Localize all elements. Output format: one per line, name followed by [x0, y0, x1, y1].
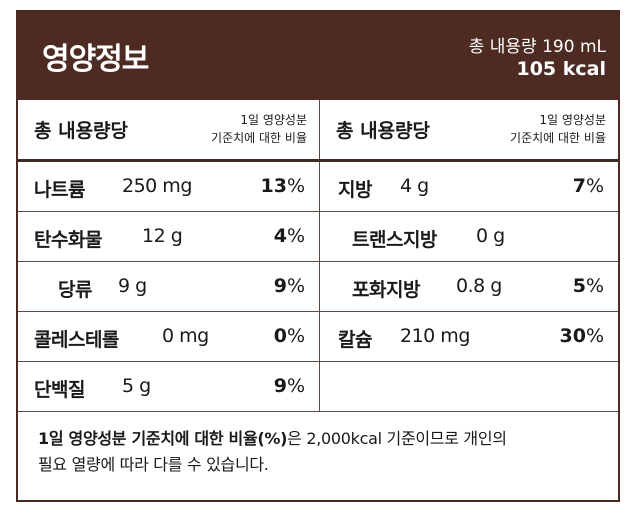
calcium-cell: 칼슘 210 mg 30%: [320, 312, 618, 361]
table-row: 탄수화물 12 g 4% 트랜스지방 0 g: [18, 212, 618, 262]
footnote-line2: 필요 열량에 따라 다를 수 있습니다.: [38, 455, 269, 474]
nutrition-facts-panel: 영양정보 총 내용량 190 mL 105 kcal 총 내용량당 1일 영양성…: [16, 10, 620, 502]
empty-cell: [320, 362, 618, 411]
fat-percent: 7%: [572, 175, 604, 197]
cholesterol-amount: 0 mg: [162, 325, 209, 347]
sat-fat-percent: 5%: [572, 275, 604, 297]
sugars-cell: 당류 9 g 9%: [18, 262, 320, 311]
table-row: 당류 9 g 9% 포화지방 0.8 g 5%: [18, 262, 618, 312]
protein-cell: 단백질 5 g 9%: [18, 362, 320, 411]
head-label-left: 총 내용량당: [34, 120, 129, 142]
protein-percent: 9%: [273, 375, 305, 397]
fat-cell: 지방 4 g 7%: [320, 162, 618, 211]
carbs-name: 탄수화물: [34, 229, 102, 251]
cholesterol-cell: 콜레스테롤 0 mg 0%: [18, 312, 320, 361]
sodium-name: 나트륨: [34, 179, 85, 201]
nutrition-title: 영양정보: [42, 42, 149, 77]
table-row: 콜레스테롤 0 mg 0% 칼슘 210 mg 30%: [18, 312, 618, 362]
sugars-percent: 9%: [273, 275, 305, 297]
protein-amount: 5 g: [122, 375, 151, 397]
cholesterol-percent: 0%: [273, 325, 305, 347]
fat-name: 지방: [338, 179, 372, 201]
table-head-row: 총 내용량당 1일 영양성분 기준치에 대한 비율 총 내용량당 1일 영양성분…: [18, 100, 618, 162]
head-note-left-line1: 1일 영양성분: [240, 113, 307, 127]
sodium-cell: 나트륨 250 mg 13%: [18, 162, 320, 211]
trans-fat-cell: 트랜스지방 0 g: [320, 212, 618, 261]
head-note-right-line1: 1일 영양성분: [539, 113, 606, 127]
total-volume: 총 내용량 190 mL: [468, 37, 606, 57]
table-row: 단백질 5 g 9%: [18, 362, 618, 412]
head-label-right: 총 내용량당: [336, 120, 431, 142]
protein-name: 단백질: [34, 379, 85, 401]
head-note-right-line2: 기준치에 대한 비율: [510, 131, 606, 145]
sat-fat-name: 포화지방: [352, 279, 420, 301]
head-note-left: 1일 영양성분 기준치에 대한 비율: [211, 111, 307, 147]
sugars-name: 당류: [58, 279, 92, 301]
trans-fat-name: 트랜스지방: [352, 229, 437, 251]
carbs-amount: 12 g: [142, 225, 183, 247]
footnote-bold: 1일 영양성분 기준치에 대한 비율(%): [38, 429, 288, 448]
footnote-line1: 1일 영양성분 기준치에 대한 비율(%)은 2,000kcal 기준이므로 개…: [38, 426, 608, 452]
sat-fat-amount: 0.8 g: [456, 275, 502, 297]
sat-fat-cell: 포화지방 0.8 g 5%: [320, 262, 618, 311]
fat-amount: 4 g: [400, 175, 429, 197]
total-calories: 105 kcal: [516, 58, 606, 80]
head-note-left-line2: 기준치에 대한 비율: [211, 131, 307, 145]
calcium-name: 칼슘: [338, 329, 372, 351]
calcium-percent: 30%: [559, 325, 604, 347]
sodium-amount: 250 mg: [122, 175, 192, 197]
head-cell-right: 총 내용량당 1일 영양성분 기준치에 대한 비율: [320, 100, 618, 159]
carbs-percent: 4%: [273, 225, 305, 247]
footnote-rest: 은 2,000kcal 기준이므로 개인의: [287, 429, 507, 448]
daily-value-footnote: 1일 영양성분 기준치에 대한 비율(%)은 2,000kcal 기준이므로 개…: [38, 426, 608, 478]
carbs-cell: 탄수화물 12 g 4%: [18, 212, 320, 261]
nutrient-table: 총 내용량당 1일 영양성분 기준치에 대한 비율 총 내용량당 1일 영양성분…: [18, 100, 618, 412]
sugars-amount: 9 g: [118, 275, 147, 297]
sodium-percent: 13%: [260, 175, 305, 197]
trans-fat-amount: 0 g: [476, 225, 505, 247]
nutrition-header: 영양정보 총 내용량 190 mL 105 kcal: [18, 12, 618, 100]
table-row: 나트륨 250 mg 13% 지방 4 g 7%: [18, 162, 618, 212]
cholesterol-name: 콜레스테롤: [34, 329, 119, 351]
head-cell-left: 총 내용량당 1일 영양성분 기준치에 대한 비율: [18, 100, 320, 159]
head-note-right: 1일 영양성분 기준치에 대한 비율: [510, 111, 606, 147]
calcium-amount: 210 mg: [400, 325, 470, 347]
